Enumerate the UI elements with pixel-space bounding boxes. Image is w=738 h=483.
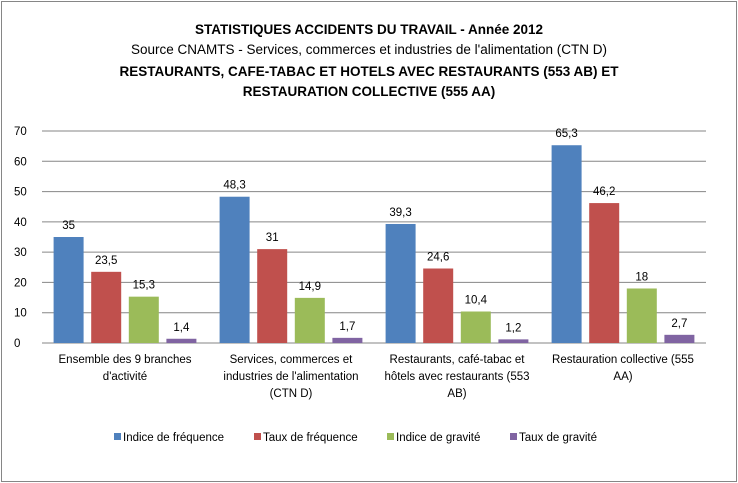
data-label: 48,3 — [223, 180, 245, 192]
data-label: 65,3 — [555, 128, 577, 140]
chart-subtitle-2: RESTAURANTS, CAFE-TABAC ET HOTELS AVEC R… — [0, 62, 738, 102]
x-tick-label: Restauration collective (555 — [552, 354, 694, 366]
chart-subtitle-2-text: RESTAURANTS, CAFE-TABAC ET HOTELS AVEC R… — [119, 64, 619, 99]
x-tick-label: Restaurants, café-tabac et — [390, 354, 526, 366]
data-label: 14,9 — [299, 281, 321, 293]
data-label: 18 — [635, 271, 648, 283]
y-tick-label: 40 — [14, 217, 27, 229]
legend-swatch — [387, 433, 394, 440]
legend-label: Taux de gravité — [519, 432, 597, 444]
chart-subtitle: Source CNAMTS - Services, commerces et i… — [131, 42, 607, 57]
bar — [219, 196, 250, 343]
data-label: 46,2 — [593, 186, 615, 198]
data-label: 10,4 — [465, 295, 488, 307]
y-tick-label: 0 — [14, 338, 20, 350]
bar — [294, 297, 325, 343]
x-tick-label: d'activité — [103, 371, 147, 383]
bar — [423, 268, 454, 343]
bar — [460, 311, 491, 343]
data-label: 2,7 — [671, 318, 687, 330]
bar — [53, 237, 84, 343]
data-label: 1,7 — [339, 321, 355, 333]
data-label: 35 — [62, 220, 75, 232]
bar — [332, 337, 363, 343]
bar — [166, 338, 197, 343]
bar — [385, 223, 416, 343]
data-label: 24,6 — [427, 251, 449, 263]
bar — [257, 249, 288, 343]
data-label: 39,3 — [389, 207, 411, 219]
x-tick-label: Ensemble des 9 branches — [59, 354, 192, 366]
bar — [551, 145, 582, 343]
legend-label: Taux de fréquence — [263, 432, 358, 444]
data-label: 23,5 — [95, 255, 117, 267]
y-tick-label: 70 — [14, 126, 27, 138]
legend-swatch — [114, 433, 121, 440]
bar — [664, 334, 695, 343]
legend-swatch — [510, 433, 517, 440]
x-tick-label: Services, commerces et — [230, 354, 354, 366]
x-tick-label: AA) — [613, 371, 632, 383]
legend-swatch — [254, 433, 261, 440]
x-tick-label: (CTN D) — [270, 388, 313, 400]
y-tick-label: 20 — [14, 277, 27, 289]
y-tick-label: 30 — [14, 247, 27, 259]
data-label: 1,2 — [505, 322, 521, 334]
bar — [91, 271, 122, 343]
data-label: 1,4 — [173, 322, 190, 334]
data-label: 31 — [266, 232, 279, 244]
y-tick-label: 10 — [14, 308, 27, 320]
x-tick-label: AB) — [447, 388, 466, 400]
bar — [128, 296, 159, 343]
chart-title: STATISTIQUES ACCIDENTS DU TRAVAIL - Anné… — [194, 22, 544, 37]
data-label: 15,3 — [133, 280, 155, 292]
bar — [498, 339, 529, 343]
bar — [626, 288, 657, 343]
x-tick-label: industries de l'alimentation — [223, 371, 358, 383]
y-tick-label: 50 — [14, 187, 27, 199]
bar — [589, 203, 620, 343]
y-tick-label: 60 — [14, 156, 27, 168]
legend-label: Indice de gravité — [396, 432, 480, 444]
x-tick-label: hôtels avec restaurants (553 — [384, 371, 529, 383]
legend-label: Indice de fréquence — [123, 432, 224, 444]
